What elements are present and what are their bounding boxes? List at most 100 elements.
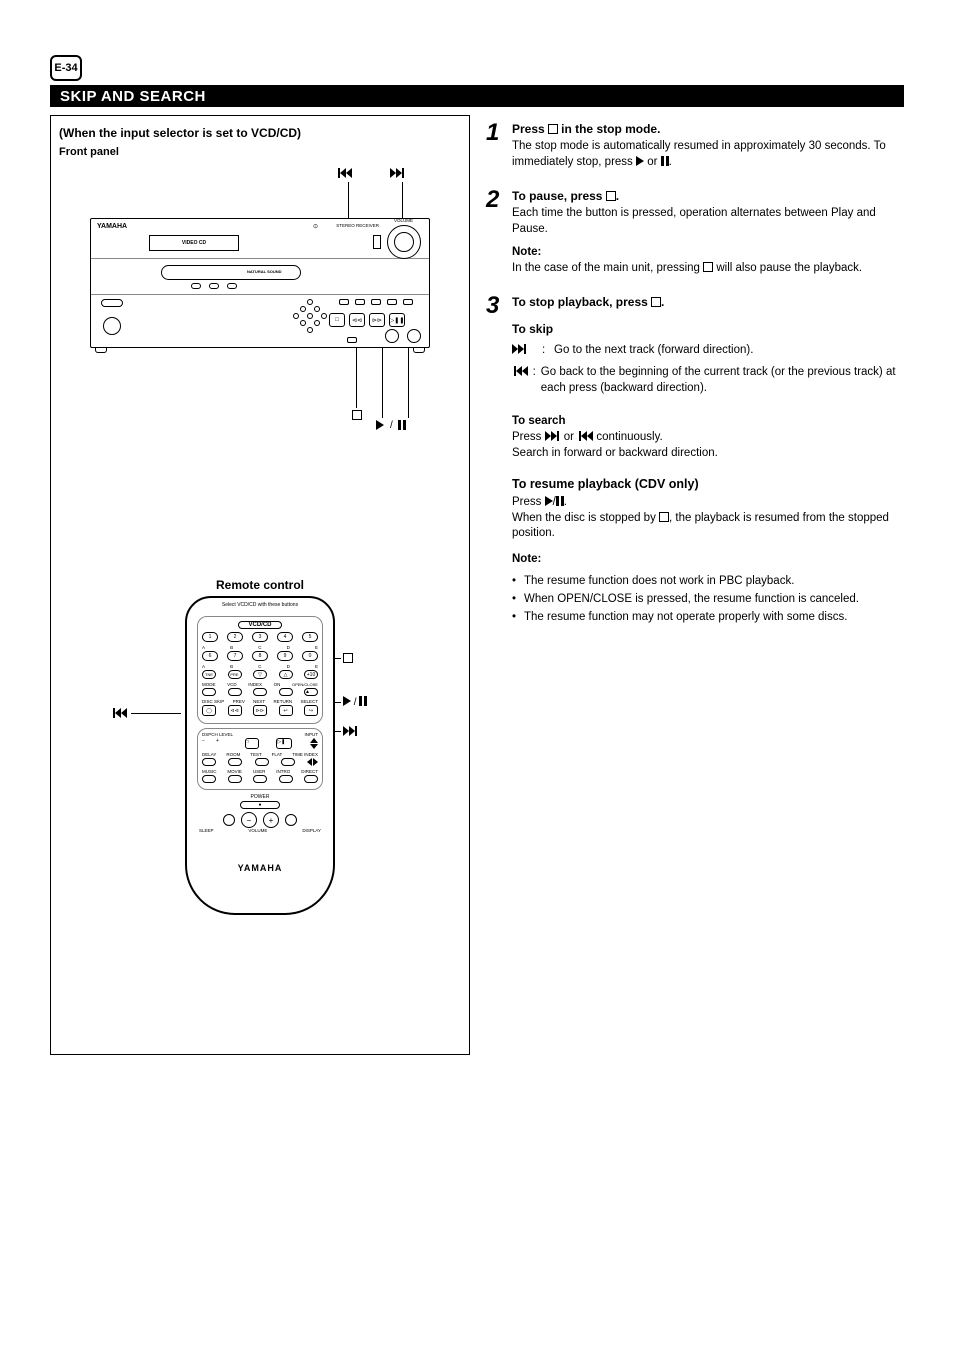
resume-note-label: Note: (512, 553, 541, 565)
disc-row-labels: DISC SKIPPREVNEXTRETURNSELECT (202, 699, 318, 704)
resume-note-1: The resume function does not work in PBC… (524, 574, 794, 590)
display-button (285, 814, 297, 826)
page-number-badge: E-34 (50, 55, 82, 81)
hardware-illustration-panel: (When the input selector is set to VCD/C… (50, 115, 470, 1055)
num-7-button: 7 (227, 651, 243, 661)
stop-icon-2 (606, 191, 616, 201)
step-2-body: Each time the button is pressed, operati… (512, 205, 900, 237)
open-button (373, 235, 381, 249)
plus10-button: +10 (304, 670, 318, 679)
prev-button: ⊲⊲ (349, 313, 365, 327)
step-1-lead: Press (512, 122, 545, 136)
panel-condition-heading: (When the input selector is set to VCD/C… (59, 126, 461, 140)
resume-heading: To resume playback (CDV only) (512, 476, 900, 493)
stop-icon-3 (651, 297, 661, 307)
open-close-button: ▲ (304, 688, 318, 696)
volume-label: VOLUME (394, 218, 413, 223)
num-1-button: 1 (202, 632, 218, 642)
vol-up-button: + (263, 812, 279, 828)
power-switch (101, 299, 123, 307)
step-2-number: 2 (486, 188, 512, 275)
phones-jack (407, 329, 421, 343)
step-3: 3 To stop playback, press . To skip : Go… (486, 294, 900, 396)
remote-prev-button: ⊲⊲ (228, 705, 242, 716)
search-body-b: Search in forward or backward direction. (512, 446, 900, 462)
remote-callout-prev-icon (111, 708, 127, 720)
volume-knob (387, 225, 421, 259)
display-text: VIDEO CD (182, 240, 206, 246)
mode-buttons-row (339, 299, 413, 305)
step-2: 2 To pause, press . Each time the button… (486, 188, 900, 275)
search-heading: To search (512, 414, 900, 430)
remote-brand: YAMAHA (197, 863, 323, 873)
num-9-button: 9 (277, 651, 293, 661)
num-8-button: 8 (252, 651, 268, 661)
resume-line1: Press /. (512, 495, 900, 511)
step-1-tail: in the stop mode. (561, 122, 660, 136)
num-4-button: 4 (277, 632, 293, 642)
sleep-label: SLEEP (199, 828, 214, 833)
step-1: 1 Press in the stop mode. The stop mode … (486, 121, 900, 170)
remote-callout-stop-icon (343, 653, 353, 665)
power-label: POWER (197, 794, 323, 800)
num-3-button: 3 (252, 632, 268, 642)
transport-buttons: □ ⊲⊲ ⊳⊳ ▷❚❚ (329, 313, 405, 327)
blank-button-1: ▽ (253, 670, 267, 679)
resume-note-3: The resume function may not operate prop… (524, 610, 847, 626)
step-2-tail: . (616, 189, 619, 203)
skip-backward-text: Go back to the beginning of the current … (541, 364, 900, 396)
num-5-button: 5 (302, 632, 318, 642)
callout-divider: / (390, 420, 393, 431)
step-1-body: The stop mode is automatically resumed i… (512, 138, 900, 170)
note-label: Note: (512, 246, 541, 258)
next-icon (512, 344, 528, 354)
blank-button-2: △ (279, 670, 293, 679)
front-panel-heading: Front panel (59, 146, 461, 158)
remote-callout-next-icon (343, 726, 359, 738)
section-title-bar: SKIP AND SEARCH (50, 85, 904, 107)
resume-line2: When the disc is stopped by , the playba… (512, 511, 900, 543)
display-label: DISPLAY (302, 828, 321, 833)
step-2-note: In the case of the main unit, pressing w… (512, 260, 900, 276)
stop-button: □ (329, 313, 345, 327)
front-panel-diagram: YAMAHA VIDEO CD ⊙ STEREO RECEIVER VOLUME… (90, 218, 430, 348)
vol-down-button: − (241, 812, 257, 828)
brand-label: YAMAHA (97, 223, 127, 230)
remote-select-button: ↪ (304, 705, 318, 716)
num-2-button: 2 (227, 632, 243, 642)
step-2-lead: To pause, press (512, 189, 602, 203)
stereo-label: STEREO RECEIVER (336, 223, 379, 228)
sleep-button (223, 814, 235, 826)
preset-button: PRE (228, 670, 242, 679)
num-6-button: 6 (202, 651, 218, 661)
prev-icon (512, 366, 528, 376)
skip-heading: To skip (512, 321, 900, 338)
instructions-column: 1 Press in the stop mode. The stop mode … (470, 115, 900, 1055)
tray-brand-text: NATURAL SOUND (247, 269, 282, 274)
tuned-button: TNE (202, 670, 216, 679)
vcd-cd-label: VCD/CD (238, 621, 282, 629)
remote-return-button: ↩ (279, 705, 293, 716)
power-button: ● (240, 801, 280, 809)
search-body-a: Press or continuously. (512, 430, 900, 446)
remote-play-button: ▷❚ (276, 738, 292, 749)
standby-button (103, 317, 121, 335)
remote-control-diagram: Select VCD/CD with these buttons VCD/CD … (185, 596, 335, 915)
cursor-pad (293, 299, 327, 333)
step-3-tail: . (661, 295, 664, 309)
play-pause-button: ▷❚❚ (389, 313, 405, 327)
remote-top-note: Select VCD/CD with these buttons (187, 602, 333, 608)
callout-next-icon (390, 168, 406, 179)
volume-label: VOLUME (248, 828, 267, 833)
remote-stop-button: □ (245, 738, 259, 749)
stop-icon (548, 124, 558, 134)
skip-forward-text: Go to the next track (forward direction)… (554, 342, 753, 358)
eject-button (347, 337, 357, 343)
remote-next-button: ⊳⊳ (253, 705, 267, 716)
remote-heading: Remote control (59, 578, 461, 592)
step-3-number: 3 (486, 294, 512, 396)
step-3-lead: To stop playback, press (512, 295, 648, 309)
disc-skip-button: ◯ (202, 705, 216, 716)
step-1-number: 1 (486, 121, 512, 170)
aux-jack-1 (385, 329, 399, 343)
